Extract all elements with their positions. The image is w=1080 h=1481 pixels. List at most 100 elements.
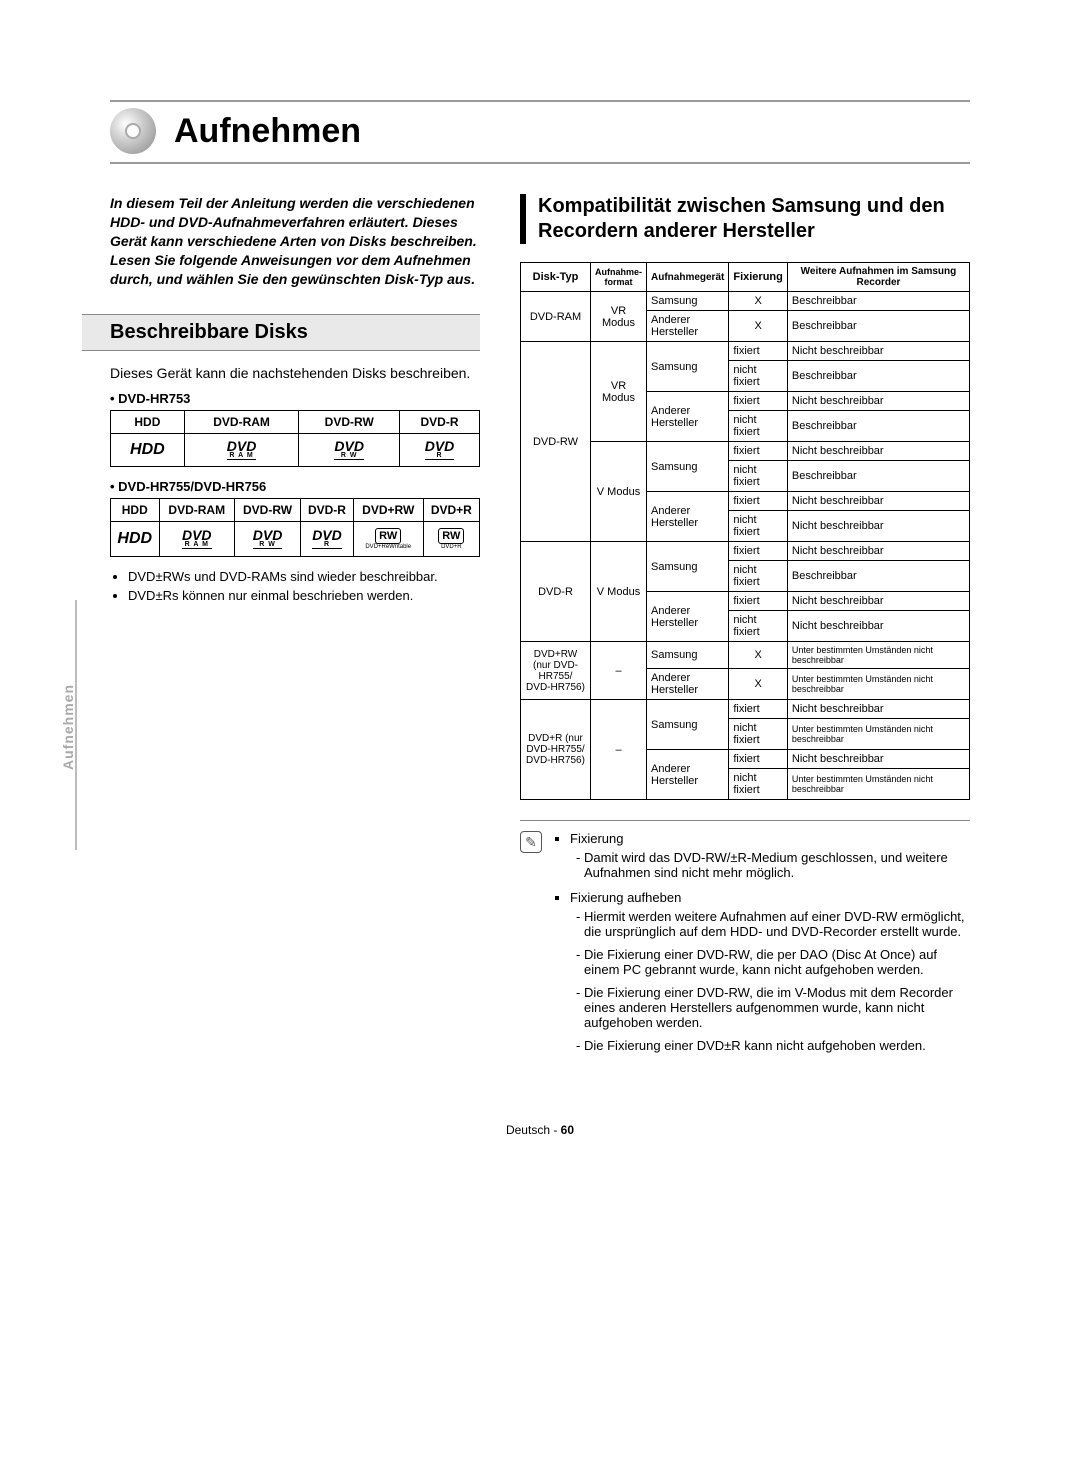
td: fixiert — [729, 750, 788, 769]
right-column: Kompatibilität zwischen Samsung und den … — [520, 194, 970, 1063]
footer-page: 60 — [561, 1123, 574, 1137]
td: Anderer Hersteller — [647, 492, 729, 542]
td: DVD+RW (nur DVD-HR755/ DVD-HR756) — [521, 642, 591, 700]
td: VR Modus — [591, 292, 647, 342]
dvd-logo-cell: DVDR — [301, 522, 354, 557]
th: DVD-RW — [299, 411, 400, 434]
disk-table-hr753: HDD DVD-RAM DVD-RW DVD-R HDD DVDR A M DV… — [110, 410, 480, 467]
page-title: Aufnehmen — [174, 112, 361, 151]
td: Anderer Hersteller — [647, 592, 729, 642]
td: DVD-R — [521, 542, 591, 642]
note-title: Fixierung aufheben — [570, 890, 681, 905]
td: nicht fixiert — [729, 719, 788, 750]
td: Samsung — [647, 542, 729, 592]
list-item: Damit wird das DVD-RW/±R-Medium geschlos… — [584, 850, 970, 880]
td: Beschreibbar — [787, 461, 969, 492]
td: nicht fixiert — [729, 361, 788, 392]
td: Beschreibbar — [787, 411, 969, 442]
th: HDD — [111, 411, 185, 434]
list-item: Hiermit werden weitere Aufnahmen auf ein… — [584, 909, 970, 939]
th: DVD+RW — [353, 499, 423, 522]
td: fixiert — [729, 442, 788, 461]
dvd-logo-cell: DVDR — [400, 434, 480, 467]
td: – — [591, 642, 647, 700]
td: Nicht beschreibbar — [787, 750, 969, 769]
td: Anderer Hersteller — [647, 669, 729, 700]
hdd-icon: HDD — [117, 530, 152, 547]
td: Beschreibbar — [787, 311, 969, 342]
td: nicht fixiert — [729, 411, 788, 442]
td: Nicht beschreibbar — [787, 700, 969, 719]
compat-table: Disk-Typ Aufnahme-format Aufnahmegerät F… — [520, 262, 970, 800]
hdd-logo-cell: HDD — [111, 434, 185, 467]
td: Unter bestimmten Umständen nicht beschre… — [787, 669, 969, 700]
td: fixiert — [729, 392, 788, 411]
note-body: Fixierung Damit wird das DVD-RW/±R-Mediu… — [552, 831, 970, 1063]
td: Unter bestimmten Umständen nicht beschre… — [787, 642, 969, 669]
intro-text: In diesem Teil der Anleitung werden die … — [110, 194, 480, 288]
td: fixiert — [729, 492, 788, 511]
note-title: Fixierung — [570, 831, 623, 846]
dvd-logo-cell: DVDR W — [234, 522, 300, 557]
td: nicht fixiert — [729, 611, 788, 642]
td: X — [729, 669, 788, 700]
left-heading: Beschreibbare Disks — [82, 314, 480, 351]
list-item: Die Fixierung einer DVD-RW, die im V-Mod… — [584, 985, 970, 1030]
disk-table-hr755: HDD DVD-RAM DVD-RW DVD-R DVD+RW DVD+R HD… — [110, 498, 480, 557]
list-item: Die Fixierung einer DVD±R kann nicht auf… — [584, 1038, 970, 1053]
page-title-row: Aufnehmen — [110, 108, 970, 164]
td: nicht fixiert — [729, 511, 788, 542]
dvd-ram-icon: DVDR A M — [227, 440, 257, 460]
left-body: Dieses Gerät kann die nachstehenden Disk… — [110, 365, 480, 381]
td: Nicht beschreibbar — [787, 342, 969, 361]
td: nicht fixiert — [729, 461, 788, 492]
note-icon: ✎ — [520, 831, 542, 853]
dvd-logo-cell: DVDR A M — [159, 522, 234, 557]
hdd-icon: HDD — [130, 441, 165, 458]
dvd-r-icon: DVDR — [425, 440, 455, 460]
td: Samsung — [647, 642, 729, 669]
td: Unter bestimmten Umständen nicht beschre… — [787, 719, 969, 750]
footer-lang: Deutsch — [506, 1123, 550, 1137]
list-item: Die Fixierung einer DVD-RW, die per DAO … — [584, 947, 970, 977]
th: Aufnahme-format — [591, 263, 647, 292]
th: DVD-R — [301, 499, 354, 522]
td: V Modus — [591, 442, 647, 542]
td: Samsung — [647, 342, 729, 392]
th: DVD-R — [400, 411, 480, 434]
left-bullets: DVD±RWs und DVD-RAMs sind wieder beschre… — [110, 569, 480, 603]
th: Aufnahmegerät — [647, 263, 729, 292]
dvd-logo-cell: DVDR A M — [184, 434, 299, 467]
td: Samsung — [647, 442, 729, 492]
td: Nicht beschreibbar — [787, 442, 969, 461]
td: Nicht beschreibbar — [787, 542, 969, 561]
td: Nicht beschreibbar — [787, 592, 969, 611]
td: VR Modus — [591, 342, 647, 442]
td: DVD-RAM — [521, 292, 591, 342]
td: DVD-RW — [521, 342, 591, 542]
dvd-rw-icon: DVDR W — [253, 529, 283, 549]
left-column: In diesem Teil der Anleitung werden die … — [110, 194, 480, 1063]
td: X — [729, 292, 788, 311]
note-fixierung: Fixierung Damit wird das DVD-RW/±R-Mediu… — [570, 831, 970, 880]
top-rule — [110, 100, 970, 102]
td: Nicht beschreibbar — [787, 511, 969, 542]
td: nicht fixiert — [729, 561, 788, 592]
td: Nicht beschreibbar — [787, 392, 969, 411]
td: Anderer Hersteller — [647, 750, 729, 800]
list-item: DVD±Rs können nur einmal beschrieben wer… — [128, 588, 480, 603]
td: X — [729, 311, 788, 342]
td: DVD+R (nur DVD-HR755/ DVD-HR756) — [521, 700, 591, 800]
table1-label: • DVD-HR753 — [110, 391, 480, 406]
td: Beschreibbar — [787, 361, 969, 392]
notes: ✎ Fixierung Damit wird das DVD-RW/±R-Med… — [520, 820, 970, 1063]
td: fixiert — [729, 342, 788, 361]
td: fixiert — [729, 700, 788, 719]
td: Beschreibbar — [787, 292, 969, 311]
footer: Deutsch - 60 — [110, 1123, 970, 1137]
th: Disk-Typ — [521, 263, 591, 292]
hdd-logo-cell: HDD — [111, 522, 160, 557]
disc-icon — [110, 108, 156, 154]
td: X — [729, 642, 788, 669]
th: DVD-RAM — [184, 411, 299, 434]
